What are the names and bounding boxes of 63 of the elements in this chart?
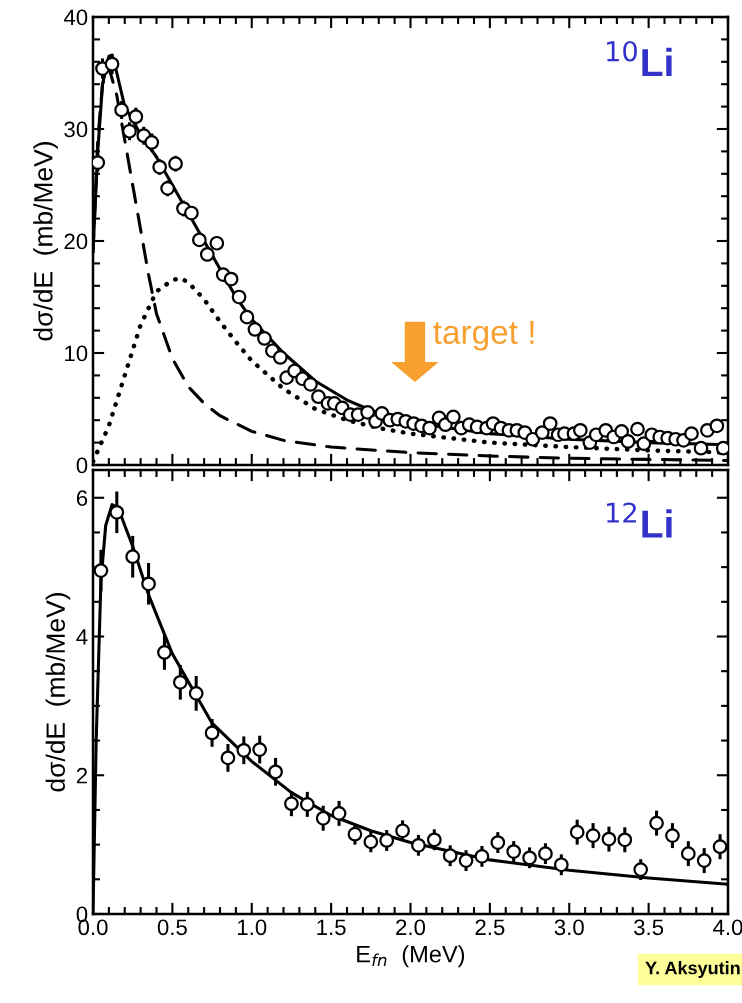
x-tick-label: 3.0 [554, 919, 584, 936]
point [665, 828, 680, 843]
point [315, 810, 331, 826]
point [712, 839, 728, 855]
point [633, 862, 649, 877]
point [157, 645, 172, 660]
x-tick-label: 0.5 [157, 919, 187, 936]
point [649, 815, 664, 831]
point [363, 834, 379, 850]
y-tick-label: 20 [64, 233, 88, 250]
point [93, 563, 109, 578]
point [696, 853, 712, 868]
y-tick-label: 10 [65, 345, 88, 362]
point [236, 742, 252, 758]
point [141, 576, 156, 592]
y-tick-label: 2 [76, 767, 88, 784]
point [538, 846, 553, 861]
point [220, 750, 236, 766]
annotation: $^{12}$Li [607, 502, 672, 538]
point [379, 833, 395, 848]
x-tick-label: 2.5 [475, 919, 505, 936]
point [522, 850, 537, 866]
x-tick-label: 1.5 [317, 919, 346, 936]
x-tick-label: 3.5 [634, 919, 664, 936]
point [426, 832, 442, 848]
point [299, 797, 315, 812]
y-tick-label: 40 [63, 9, 88, 26]
point [585, 828, 601, 843]
point [347, 826, 363, 842]
point [601, 831, 617, 847]
annotation: target ! [433, 320, 534, 351]
point [569, 824, 585, 840]
point [188, 686, 204, 701]
point [268, 764, 283, 780]
point [109, 504, 125, 520]
point [204, 725, 220, 741]
point [125, 549, 141, 565]
point [252, 742, 268, 757]
x-tick-label: 1.0 [238, 919, 267, 936]
x-tick-label: 4.0 [713, 919, 742, 936]
x-tick-label: 2.0 [396, 919, 426, 936]
y-tick-label: 0 [76, 457, 88, 474]
point [680, 846, 696, 861]
point [506, 844, 522, 859]
point [284, 796, 299, 812]
point [395, 823, 410, 839]
y-axis-title: dσ/dE (mb/MeV) [33, 142, 58, 341]
point [553, 857, 569, 873]
y-axis-title: dσ/dE (mb/MeV) [45, 593, 71, 792]
y-tick-label: 6 [76, 490, 88, 507]
text: Y. Aksyutin [645, 961, 740, 978]
point [474, 849, 490, 864]
point [490, 835, 506, 850]
y-tick-label: 4 [76, 629, 88, 645]
point [442, 848, 458, 864]
point [411, 837, 426, 853]
x-axis-title: E$_{fn}$ (MeV) [357, 945, 465, 968]
point [617, 832, 633, 848]
point [331, 806, 347, 821]
annotation: $^{10}$Li [607, 40, 672, 77]
point [172, 674, 188, 690]
y-tick-label: 30 [64, 121, 88, 138]
point [458, 853, 474, 868]
